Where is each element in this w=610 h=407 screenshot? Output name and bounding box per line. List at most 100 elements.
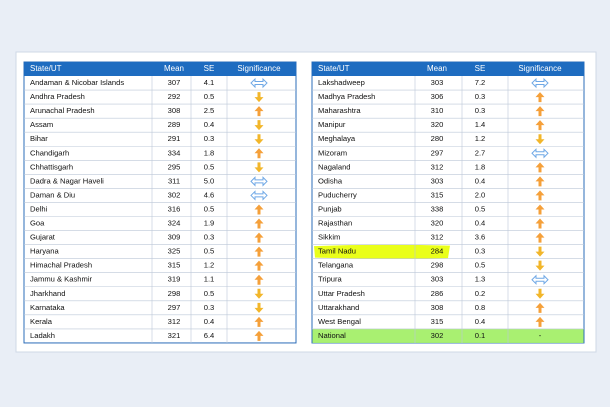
- cell: 324: [168, 219, 181, 228]
- cell: 0.3: [475, 106, 486, 115]
- total-row: [312, 328, 584, 343]
- cell: Manipur: [318, 120, 346, 129]
- down-arrow: [535, 134, 545, 145]
- cell: 338: [431, 204, 444, 213]
- cell: 289: [168, 120, 181, 129]
- cell: 306: [431, 92, 444, 101]
- up-arrow: [254, 260, 264, 271]
- cell: 319: [168, 275, 181, 284]
- cell: Puducherry: [318, 190, 357, 199]
- cell: 1.8: [475, 162, 486, 171]
- cell: Goa: [30, 219, 45, 228]
- column-header: Significance: [237, 64, 281, 73]
- cell: 315: [431, 317, 444, 326]
- cell: 0.4: [475, 219, 486, 228]
- cell: Mizoram: [318, 148, 347, 157]
- cell: 1.9: [204, 219, 215, 228]
- down-arrow: [254, 134, 264, 145]
- cell: Chandigarh: [30, 148, 69, 157]
- up-arrow: [254, 274, 264, 285]
- cell: Ladakh: [30, 331, 55, 340]
- up-arrow: [535, 204, 545, 215]
- cell: Himachal Pradesh: [30, 261, 92, 270]
- cell: 0.3: [204, 303, 215, 312]
- cell: 0.5: [475, 204, 486, 213]
- cell: 312: [431, 233, 444, 242]
- cell: 280: [431, 134, 444, 143]
- cell: 0.5: [475, 261, 486, 270]
- cell: Arunachal Pradesh: [30, 106, 95, 115]
- cell: Meghalaya: [318, 134, 356, 143]
- cell: Rajasthan: [318, 219, 352, 228]
- cell: Punjab: [318, 204, 342, 213]
- cell: 1.8: [204, 148, 215, 157]
- header-row: [312, 62, 584, 76]
- cell: 0.4: [475, 317, 486, 326]
- cell: 286: [431, 289, 444, 298]
- cell: 316: [168, 204, 181, 213]
- cell: 309: [168, 233, 181, 242]
- down-arrow: [254, 302, 264, 313]
- up-arrow: [535, 176, 545, 187]
- cell: 0.5: [204, 92, 215, 101]
- cell: 3.6: [475, 233, 486, 242]
- cell: 7.2: [475, 78, 486, 87]
- cell: Delhi: [30, 204, 48, 213]
- cell: Chhattisgarh: [30, 162, 73, 171]
- cell: 297: [168, 303, 181, 312]
- column-header: SE: [475, 64, 486, 73]
- cell: Uttarakhand: [318, 303, 359, 312]
- cell: 0.4: [204, 317, 215, 326]
- up-arrow: [254, 330, 264, 341]
- cell: 1.2: [204, 261, 215, 270]
- cell: 303: [431, 78, 444, 87]
- cell: 311: [168, 176, 180, 185]
- up-arrow: [254, 148, 264, 159]
- cell: 0.5: [204, 289, 215, 298]
- cell: 6.4: [204, 331, 215, 340]
- cell: Uttar Pradesh: [318, 289, 365, 298]
- cell: Dadra & Nagar Haveli: [30, 176, 104, 185]
- cell: 0.4: [204, 120, 215, 129]
- cell: 308: [431, 303, 444, 312]
- down-arrow: [254, 120, 264, 131]
- up-arrow: [535, 106, 545, 117]
- cell: 315: [431, 190, 444, 199]
- cell: Daman & Diu: [30, 190, 75, 199]
- cell: 0.8: [475, 303, 486, 312]
- cell: 0.3: [204, 134, 215, 143]
- cell: 0.5: [204, 204, 215, 213]
- cell: 0.3: [475, 92, 486, 101]
- cell: 0.3: [204, 233, 215, 242]
- cell: 4.6: [204, 190, 215, 199]
- highlight: [314, 244, 450, 259]
- cell: 284: [431, 247, 444, 256]
- cell: 302: [168, 190, 181, 199]
- cell: 320: [431, 120, 444, 129]
- cell: Jharkhand: [30, 289, 65, 298]
- up-arrow: [254, 218, 264, 229]
- double-arrow: [250, 176, 268, 187]
- cell: Tripura: [318, 275, 343, 284]
- cell: 315: [168, 261, 181, 270]
- cell: 295: [168, 162, 181, 171]
- cell: 334: [168, 148, 181, 157]
- cell: 0.5: [204, 162, 215, 171]
- down-arrow: [535, 246, 545, 257]
- cell: Andaman & Nicobar Islands: [30, 78, 124, 87]
- up-arrow: [535, 92, 545, 103]
- cell: 2.7: [475, 148, 486, 157]
- cell: 0.1: [475, 331, 486, 340]
- cell: 312: [431, 162, 444, 171]
- down-arrow: [254, 162, 264, 173]
- cell: Haryana: [30, 247, 59, 256]
- cell: Madhya Pradesh: [318, 92, 375, 101]
- cell: 308: [168, 106, 181, 115]
- cell: 312: [168, 317, 181, 326]
- cell: 325: [168, 247, 181, 256]
- double-arrow: [250, 77, 268, 89]
- cell: Nagaland: [318, 162, 351, 171]
- down-arrow: [535, 288, 545, 299]
- cell: 298: [431, 261, 444, 270]
- cell: 303: [431, 176, 444, 185]
